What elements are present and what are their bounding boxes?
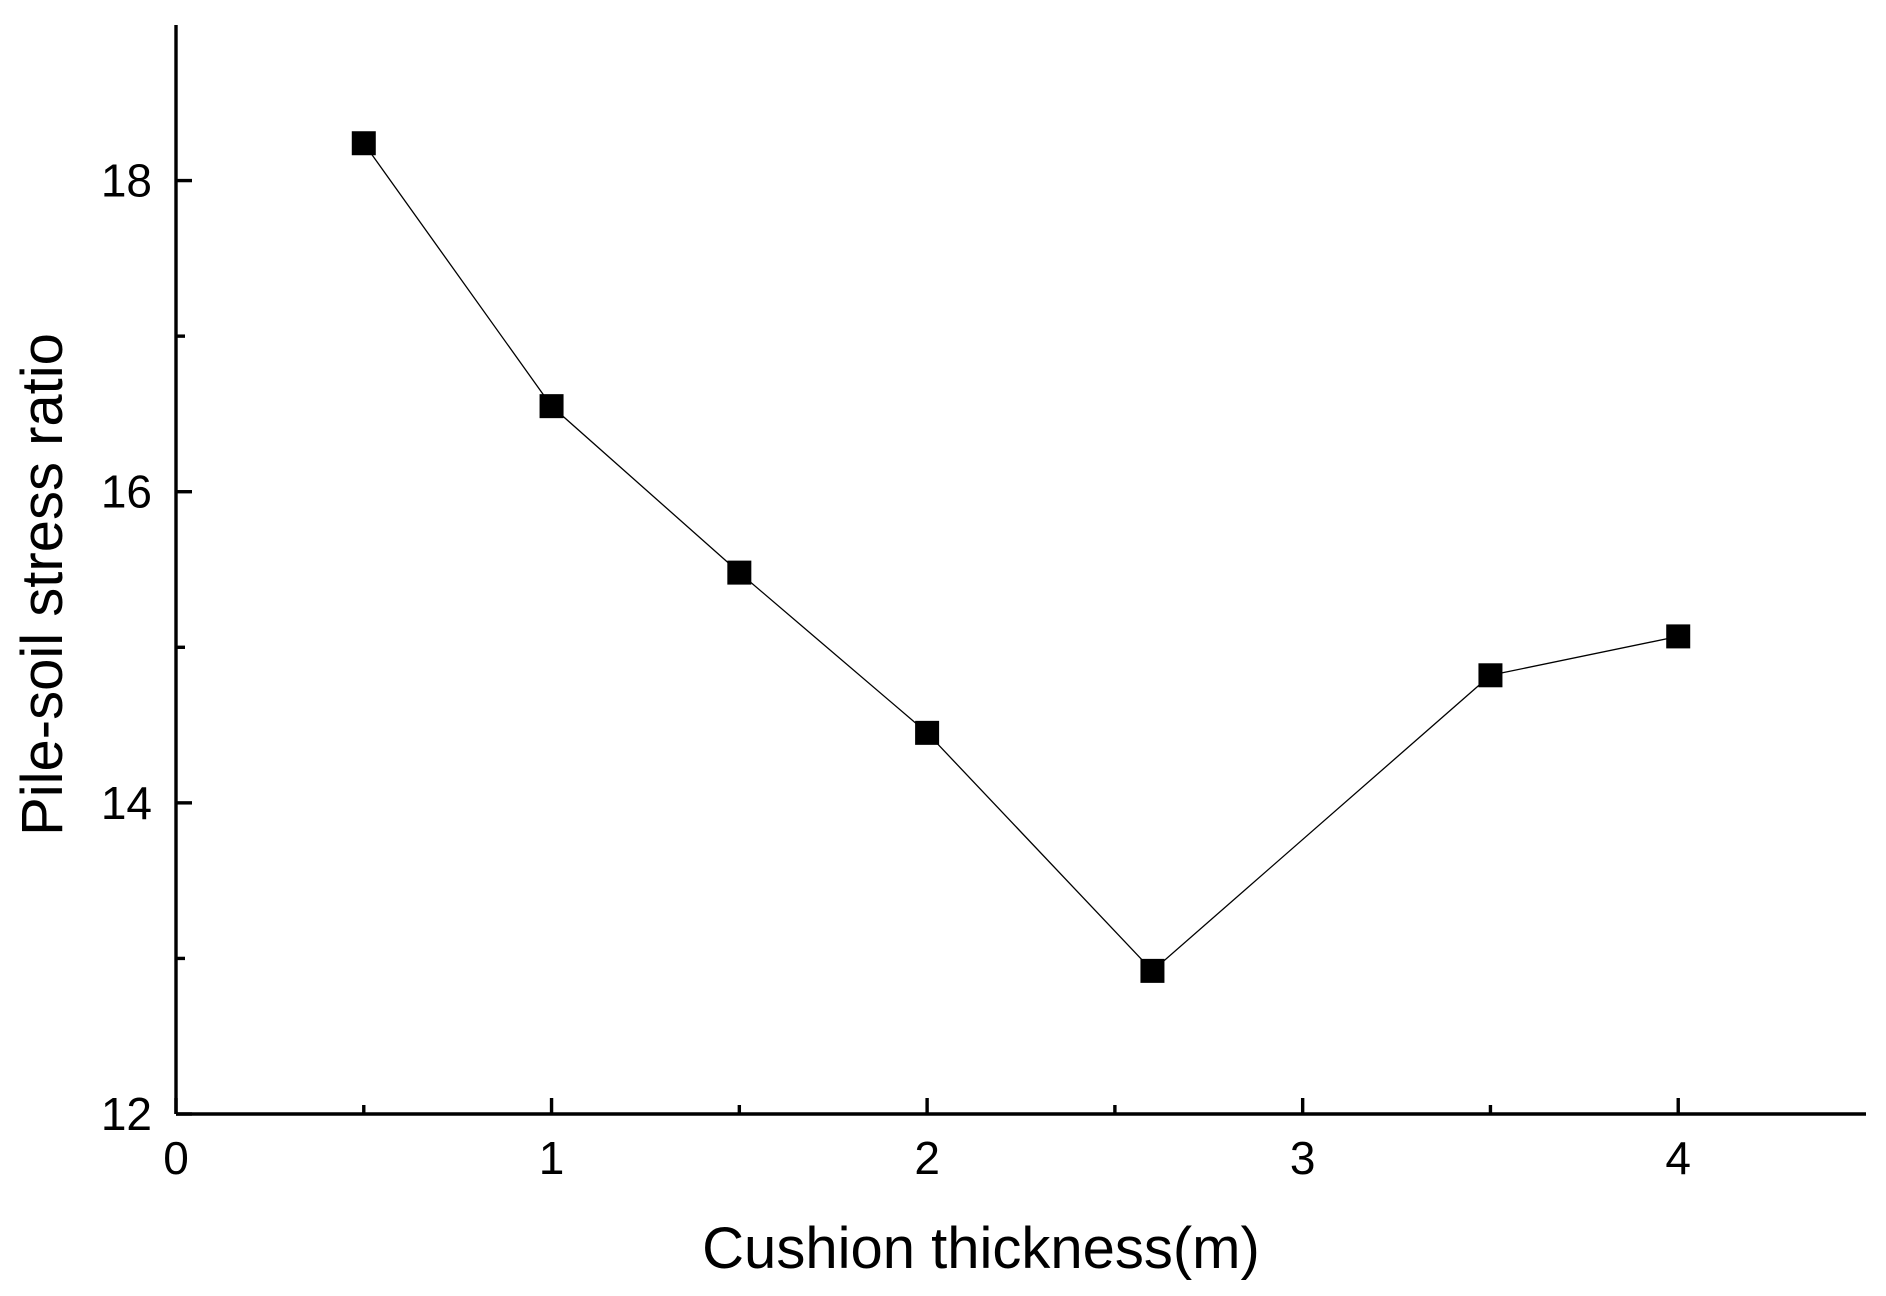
data-point-marker: [915, 720, 940, 745]
data-point-marker: [539, 394, 564, 419]
data-point-marker: [1140, 958, 1165, 983]
x-tick-label: 4: [1665, 1132, 1691, 1184]
data-point-marker: [1478, 663, 1503, 688]
y-tick-label: 14: [101, 777, 152, 829]
data-point-marker: [727, 560, 752, 585]
x-tick-label: 0: [163, 1132, 189, 1184]
y-axis-title: Pile-soil stress ratio: [10, 333, 75, 836]
series-line: [363, 142, 1679, 972]
x-tick-label: 2: [914, 1132, 940, 1184]
ticks: [174, 178, 1680, 1116]
data-point-marker: [351, 131, 376, 156]
x-tick-label: 1: [539, 1132, 565, 1184]
data-point-marker: [1666, 624, 1691, 649]
y-tick-label: 16: [101, 466, 152, 518]
series: [351, 131, 1691, 983]
axes: [174, 25, 1866, 1116]
x-axis-title: Cushion thickness(m): [702, 1216, 1260, 1281]
y-tick-label: 18: [101, 155, 152, 207]
y-tick-label: 12: [101, 1088, 152, 1140]
x-tick-label: 3: [1290, 1132, 1316, 1184]
